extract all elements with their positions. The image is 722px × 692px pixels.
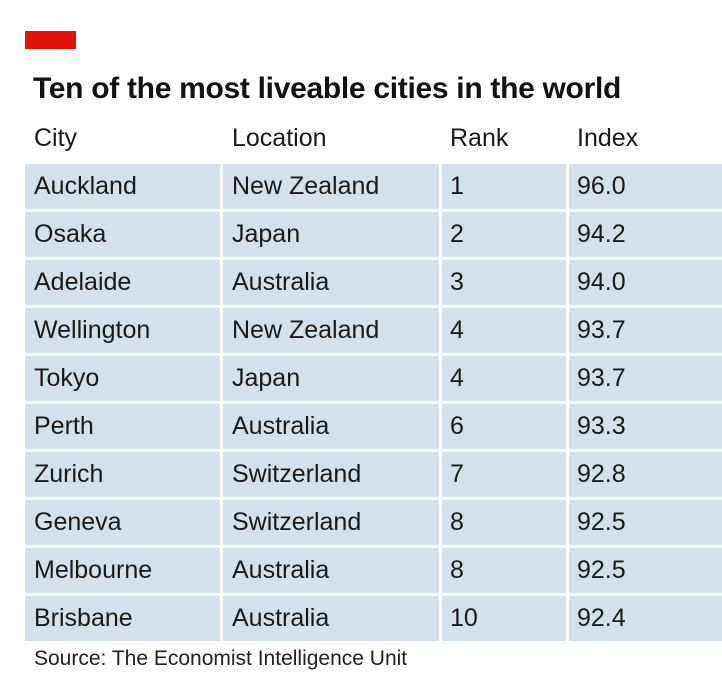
cell-location: Switzerland [232, 460, 362, 488]
table-row: Adelaide Australia 3 94.0 [25, 260, 722, 305]
table-row: Brisbane Australia 10 92.4 [25, 596, 722, 641]
cell-city: Wellington [34, 316, 151, 344]
cell-location: Australia [232, 268, 330, 296]
table-row: Geneva Switzerland 8 92.5 [25, 500, 722, 545]
header-city: City [34, 124, 78, 152]
column-divider [566, 404, 569, 449]
cell-rank: 4 [450, 364, 464, 392]
column-divider [439, 452, 442, 497]
cell-rank: 10 [450, 604, 478, 632]
cell-index: 92.5 [577, 508, 626, 536]
column-divider [566, 308, 569, 353]
cell-location: Australia [232, 604, 330, 632]
column-divider [566, 212, 569, 257]
column-divider [439, 500, 442, 545]
cell-location: New Zealand [232, 172, 380, 200]
header-index: Index [577, 124, 639, 152]
column-divider [566, 356, 569, 401]
column-divider [566, 500, 569, 545]
cell-rank: 8 [450, 508, 464, 536]
cell-rank: 3 [450, 268, 464, 296]
column-divider [439, 404, 442, 449]
column-divider [220, 452, 223, 497]
cell-rank: 7 [450, 460, 464, 488]
cell-city: Geneva [34, 508, 122, 536]
cell-location: Japan [232, 364, 301, 392]
column-divider [439, 548, 442, 593]
column-divider [439, 308, 442, 353]
table-row: Melbourne Australia 8 92.5 [25, 548, 722, 593]
table-row: Wellington New Zealand 4 93.7 [25, 308, 722, 353]
column-divider [220, 548, 223, 593]
column-divider [439, 164, 442, 209]
cell-rank: 6 [450, 412, 464, 440]
column-divider [439, 356, 442, 401]
table-row: Auckland New Zealand 1 96.0 [25, 164, 722, 209]
column-divider [566, 260, 569, 305]
cities-table: City Location Rank Index Auckland New Zea… [25, 116, 722, 644]
cell-index: 92.5 [577, 556, 626, 584]
column-divider [566, 452, 569, 497]
column-divider [566, 596, 569, 641]
table-row: Osaka Japan 2 94.2 [25, 212, 722, 257]
column-divider [439, 596, 442, 641]
table-row: Zurich Switzerland 7 92.8 [25, 452, 722, 497]
cell-city: Auckland [34, 172, 137, 200]
table-row: Perth Australia 6 93.3 [25, 404, 722, 449]
column-divider [220, 500, 223, 545]
cell-city: Perth [34, 412, 94, 440]
column-divider [566, 548, 569, 593]
cell-index: 92.4 [577, 604, 626, 632]
cell-location: New Zealand [232, 316, 380, 344]
header-rank: Rank [450, 124, 509, 152]
cell-location: Switzerland [232, 508, 362, 536]
column-divider [220, 308, 223, 353]
cell-location: Australia [232, 556, 330, 584]
header-location: Location [232, 124, 327, 152]
table-header: City Location Rank Index [25, 116, 722, 161]
column-divider [439, 212, 442, 257]
accent-bar [25, 31, 76, 49]
column-divider [220, 404, 223, 449]
column-divider [439, 260, 442, 305]
cell-city: Melbourne [34, 556, 153, 584]
table-body: Auckland New Zealand 1 96.0 Osaka Japan 2 94.2 A… [25, 164, 722, 641]
cell-index: 94.0 [577, 268, 626, 296]
cell-index: 93.7 [577, 364, 626, 392]
cell-rank: 4 [450, 316, 464, 344]
cell-location: Australia [232, 412, 330, 440]
cell-city: Tokyo [34, 364, 100, 392]
cell-city: Zurich [34, 460, 104, 488]
column-divider [220, 260, 223, 305]
source-note: Source: The Economist Intelligence Unit [34, 647, 408, 670]
cell-index: 93.7 [577, 316, 626, 344]
cell-index: 92.8 [577, 460, 626, 488]
column-divider [220, 596, 223, 641]
cell-city: Adelaide [34, 268, 132, 296]
cell-rank: 8 [450, 556, 464, 584]
column-divider [220, 164, 223, 209]
cell-rank: 2 [450, 220, 464, 248]
cell-city: Brisbane [34, 604, 133, 632]
column-divider [566, 164, 569, 209]
cell-city: Osaka [34, 220, 107, 248]
cell-index: 93.3 [577, 412, 626, 440]
cell-index: 94.2 [577, 220, 626, 248]
column-divider [220, 212, 223, 257]
chart-title: Ten of the most liveable cities in the w… [33, 72, 622, 105]
cell-index: 96.0 [577, 172, 626, 200]
table-row: Tokyo Japan 4 93.7 [25, 356, 722, 401]
cell-rank: 1 [450, 172, 464, 200]
column-divider [220, 356, 223, 401]
cell-location: Japan [232, 220, 301, 248]
